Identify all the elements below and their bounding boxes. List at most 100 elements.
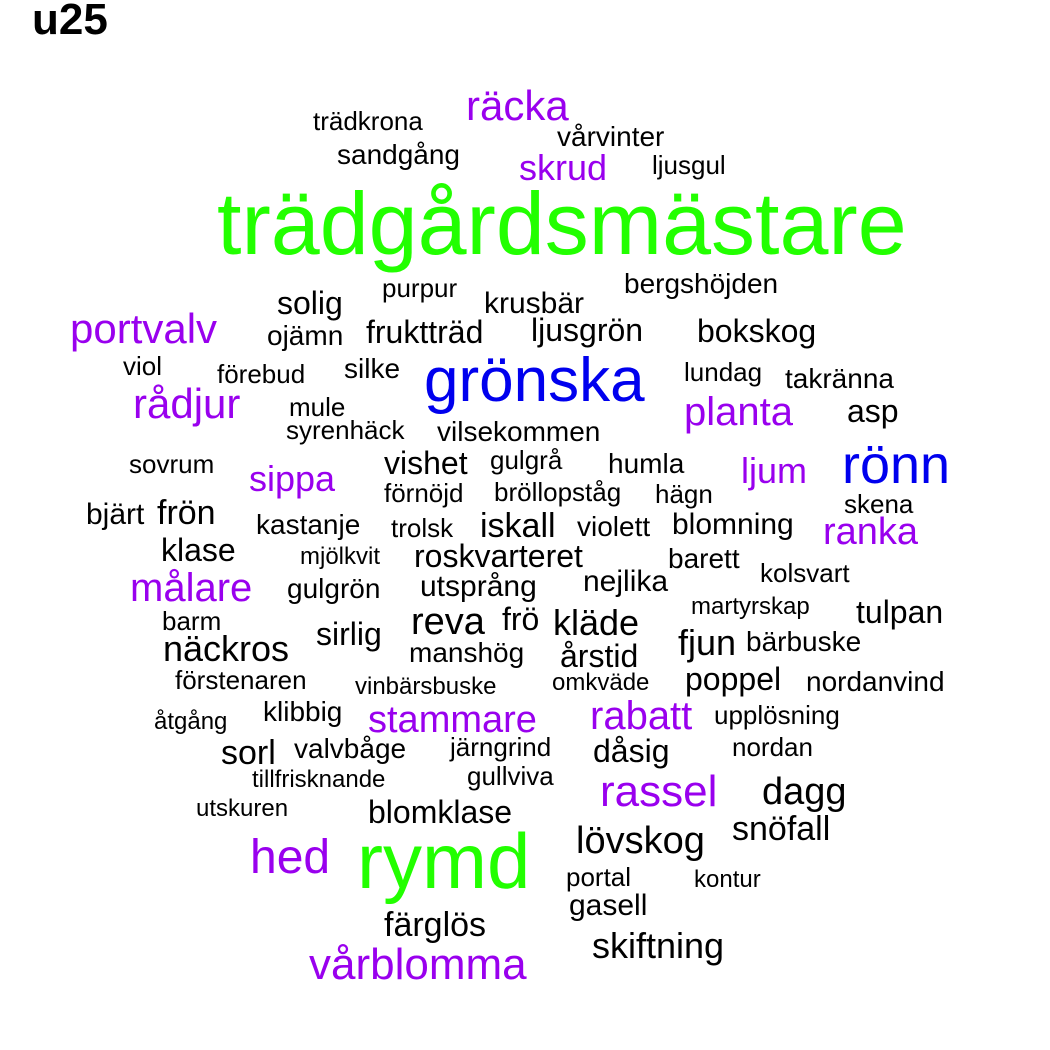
word-violett: violett	[577, 511, 651, 542]
word-dagg: dagg	[762, 771, 847, 813]
word-barbuske: bärbuske	[746, 626, 862, 657]
word-fornojd: förnöjd	[384, 478, 464, 508]
word-rassel: rassel	[600, 767, 718, 816]
word-utskuren: utskuren	[196, 795, 289, 822]
word-solig: solig	[277, 285, 343, 321]
word-omkvade: omkväde	[552, 669, 650, 696]
word-trolsk: trolsk	[391, 513, 454, 543]
word-gronska: grönska	[424, 346, 645, 415]
word-ojamn: ojämn	[267, 320, 344, 351]
page-title: u25	[32, 0, 108, 44]
word-syrenhack: syrenhäck	[286, 415, 405, 445]
word-tradgardsmastare: trädgårdsmästare	[217, 174, 907, 273]
word-utsprang: utsprång	[420, 570, 537, 603]
word-atgang: åtgång	[154, 708, 228, 735]
word-ljusgul: ljusgul	[652, 150, 726, 180]
word-nackros: näckros	[163, 628, 290, 669]
word-farglos: färglös	[384, 906, 487, 944]
word-klase: klase	[161, 532, 236, 568]
word-portvalv: portvalv	[70, 305, 218, 352]
word-tillfrisknande: tillfrisknande	[252, 766, 386, 793]
word-fjun: fjun	[678, 622, 737, 663]
word-sandgang: sandgång	[337, 139, 461, 170]
word-bergshojden: bergshöjden	[624, 268, 779, 299]
word-rabatt: rabatt	[590, 694, 693, 738]
word-sippa: sippa	[249, 458, 336, 499]
word-gasell: gasell	[569, 889, 648, 922]
word-lovskog: lövskog	[576, 820, 705, 862]
word-fron: frön	[157, 494, 216, 532]
word-malare: målare	[130, 566, 253, 610]
word-purpur: purpur	[382, 273, 458, 303]
word-rymd: rymd	[357, 817, 531, 905]
word-gulgra: gulgrå	[490, 445, 563, 475]
word-barm: barm	[162, 606, 222, 636]
word-skiftning: skiftning	[592, 925, 725, 966]
word-ranka: ranka	[823, 511, 919, 553]
word-reva: reva	[411, 601, 485, 643]
word-humla: humla	[608, 448, 685, 479]
word-martyrskap: martyrskap	[691, 593, 810, 620]
word-bokskog: bokskog	[697, 313, 817, 349]
word-valvbage: valvbåge	[294, 733, 407, 764]
word-ljusgron: ljusgrön	[531, 312, 644, 348]
word-sovrum: sovrum	[129, 449, 215, 479]
word-barett: barett	[668, 543, 740, 574]
word-brollopstag: bröllopståg	[494, 477, 622, 507]
word-roskvarteret: roskvarteret	[414, 538, 583, 574]
word-mule: mule	[289, 392, 346, 422]
word-sorl: sorl	[221, 734, 276, 772]
word-mjolkvit: mjölkvit	[300, 543, 381, 570]
word-forstenaren: förstenaren	[175, 665, 307, 695]
word-kontur: kontur	[694, 866, 761, 893]
word-lundag: lundag	[684, 357, 763, 387]
word-klibbig: klibbig	[263, 696, 343, 727]
word-fro: frö	[502, 601, 540, 637]
word-nejlika: nejlika	[583, 565, 669, 598]
word-forebud: förebud	[217, 359, 306, 389]
word-dasig: dåsig	[593, 733, 670, 769]
word-poppel: poppel	[685, 661, 782, 697]
word-stammare: stammare	[368, 699, 537, 741]
word-klade: kläde	[553, 602, 640, 643]
word-skena: skena	[844, 489, 914, 519]
word-hed: hed	[250, 831, 331, 884]
word-ronn: rönn	[842, 435, 951, 495]
word-arstid: årstid	[560, 638, 639, 674]
word-blomning: blomning	[672, 508, 794, 541]
word-varblomma: vårblomma	[309, 940, 527, 989]
word-blomklase: blomklase	[368, 794, 513, 830]
word-bjart: bjärt	[86, 498, 145, 531]
word-viol: viol	[123, 351, 163, 381]
word-vilsekommen: vilsekommen	[437, 416, 601, 447]
word-frukttrad: fruktträd	[366, 314, 484, 350]
word-ljum: ljum	[741, 450, 808, 491]
word-nordan: nordan	[732, 732, 813, 762]
word-hagn: hägn	[655, 479, 713, 509]
word-racka: räcka	[466, 82, 569, 129]
word-silke: silke	[344, 353, 401, 384]
word-radjur: rådjur	[133, 380, 241, 427]
word-upplosning: upplösning	[714, 700, 840, 730]
word-asp: asp	[847, 393, 899, 429]
word-kastanje: kastanje	[256, 509, 361, 540]
word-takranna: takränna	[785, 363, 894, 394]
word-snofall: snöfall	[732, 810, 831, 848]
word-sirlig: sirlig	[316, 616, 382, 652]
word-vinbarsbuske: vinbärsbuske	[355, 673, 497, 700]
word-kolsvart: kolsvart	[760, 558, 850, 588]
word-iskall: iskall	[480, 507, 556, 545]
word-krusbar: krusbär	[484, 287, 585, 320]
word-planta: planta	[684, 390, 793, 434]
word-vishet: vishet	[384, 445, 468, 481]
word-jarngrind: järngrind	[450, 732, 552, 762]
word-gullviva: gullviva	[467, 761, 554, 791]
word-varvinter: vårvinter	[557, 121, 665, 152]
word-skrud: skrud	[519, 147, 608, 188]
word-tulpan: tulpan	[856, 594, 944, 630]
word-portal: portal	[566, 862, 632, 892]
word-tradkrona: trädkrona	[313, 106, 423, 136]
word-nordanvind: nordanvind	[806, 666, 945, 697]
word-gulgron: gulgrön	[287, 573, 381, 604]
